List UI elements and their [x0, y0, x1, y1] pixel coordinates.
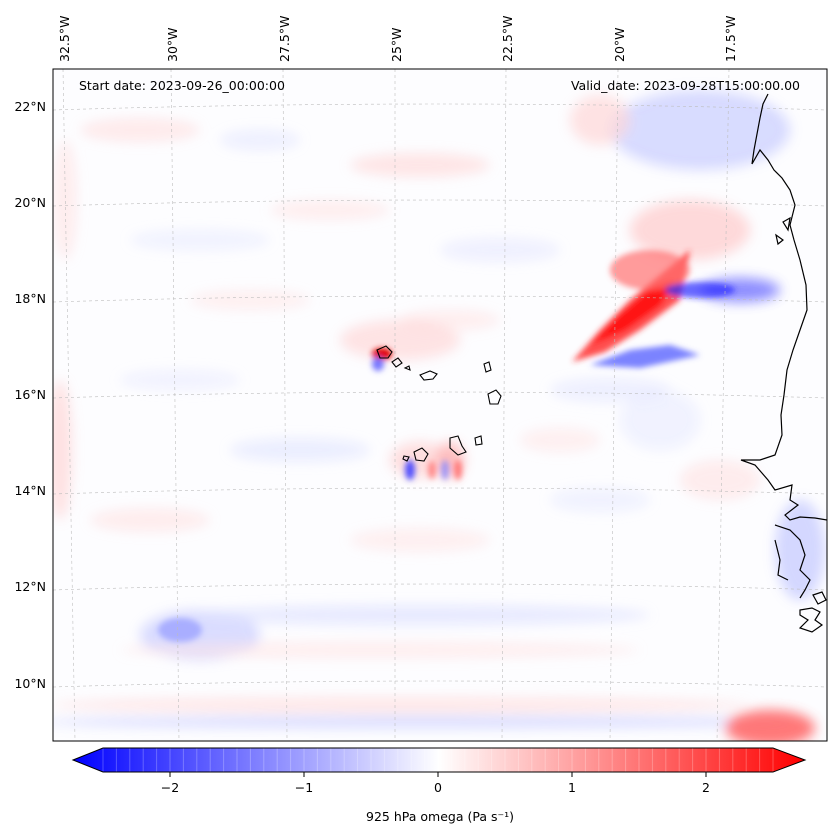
coastlines — [740, 93, 827, 633]
lat-tick-label: 20°N — [14, 195, 46, 210]
lat-tick-label: 22°N — [14, 99, 46, 114]
parallel-line — [53, 583, 827, 591]
lon-tick-label: 20°W — [612, 27, 627, 62]
africa-coastline — [740, 93, 827, 521]
cape-verde-islands — [376, 345, 502, 462]
map-gridlines — [53, 69, 827, 741]
latitude-tick-labels: 22°N 20°N 18°N 16°N 14°N 12°N 10°N — [14, 99, 46, 691]
lon-tick-label: 22.5°W — [500, 16, 515, 62]
colorbar-outline — [71, 747, 807, 773]
lat-tick-label: 18°N — [14, 291, 46, 306]
meridian-line — [170, 69, 180, 741]
meridian-line — [62, 69, 76, 741]
colorbar-tick-label: 2 — [702, 780, 710, 795]
colorbar-tick-label: −1 — [295, 780, 313, 795]
parallel-line — [53, 680, 827, 688]
parallel-line — [53, 103, 827, 111]
parallel-line — [53, 295, 827, 303]
colorbar-ticks: −2 −1 0 1 2 — [161, 772, 710, 795]
meridian-line — [282, 69, 288, 741]
parallel-line — [53, 391, 827, 399]
lon-tick-label: 32.5°W — [57, 16, 72, 62]
meridian-line — [501, 69, 507, 741]
lat-tick-label: 14°N — [14, 483, 46, 498]
meridian-line — [609, 69, 619, 741]
omega-field — [53, 90, 825, 741]
parallel-line — [53, 199, 827, 207]
lon-tick-label: 17.5°W — [723, 16, 738, 62]
parallel-line — [53, 487, 827, 495]
colorbar-level-lines — [102, 748, 774, 772]
map-frame — [52, 68, 828, 742]
colorbar-tick-label: 0 — [434, 780, 442, 795]
colorbar: −2 −1 0 1 2 925 hPa omega (Pa s⁻¹) — [71, 747, 807, 824]
longitude-tick-labels: 32.5°W 30°W 27.5°W 25°W 22.5°W 20°W 17.5… — [57, 16, 738, 62]
meridian-line — [716, 69, 730, 741]
colorbar-tick-label: 1 — [568, 780, 576, 795]
colorbar-tick-label: −2 — [161, 780, 179, 795]
lat-tick-label: 10°N — [14, 676, 46, 691]
colorbar-label: 925 hPa omega (Pa s⁻¹) — [366, 809, 514, 824]
colorbar-gradient — [73, 748, 805, 772]
lat-tick-label: 12°N — [14, 579, 46, 594]
valid-date-label: Valid_date: 2023-09-28T15:00:00.00 — [571, 78, 800, 93]
map-panel: Start date: 2023-09-26_00:00:00 Valid_da… — [14, 16, 828, 742]
lon-tick-label: 30°W — [165, 27, 180, 62]
lat-tick-label: 16°N — [14, 387, 46, 402]
lon-tick-label: 27.5°W — [277, 16, 292, 62]
start-date-label: Start date: 2023-09-26_00:00:00 — [79, 78, 285, 93]
lon-tick-label: 25°W — [389, 27, 404, 62]
